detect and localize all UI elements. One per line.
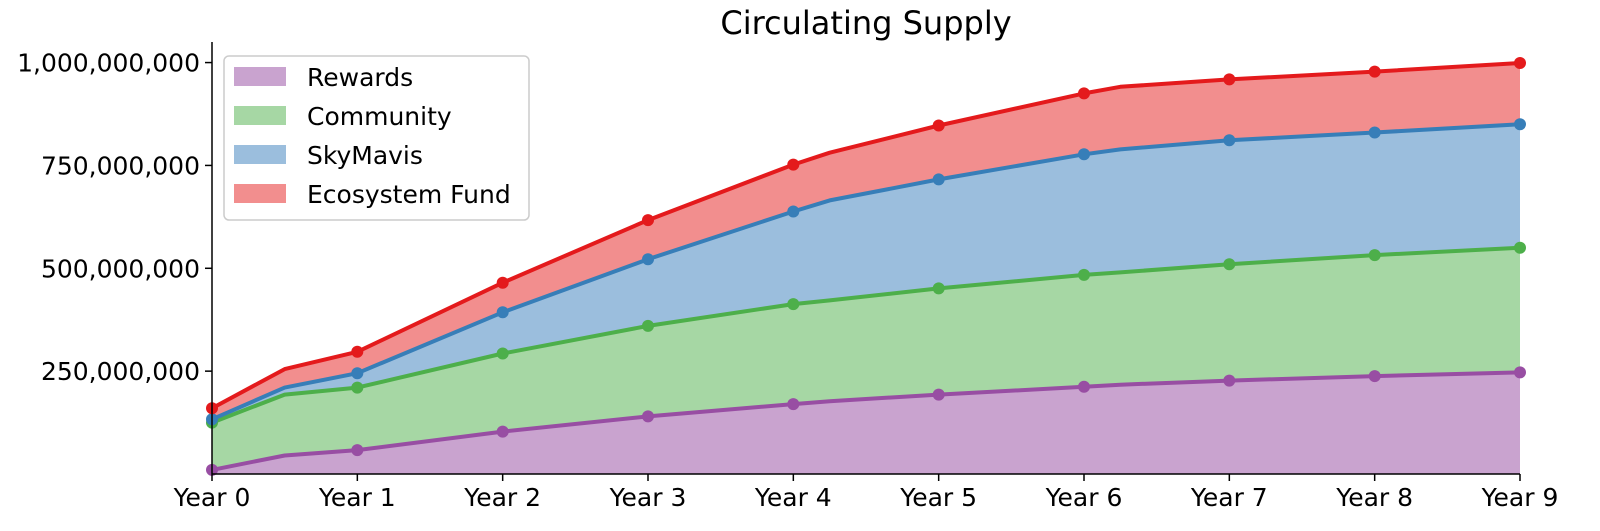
marker-skymavis-year-8 (1368, 126, 1381, 139)
marker-community-year-6 (1078, 268, 1090, 281)
area-skymavis (212, 124, 1520, 423)
marker-ecosystem-fund-year-6 (1078, 87, 1090, 100)
x-tick-label: Year 9 (1481, 483, 1559, 512)
marker-community-year-8 (1368, 249, 1381, 262)
marker-rewards-year-9 (1514, 366, 1526, 379)
marker-rewards-year-2 (496, 425, 509, 438)
x-tick-label: Year 6 (1045, 483, 1123, 512)
marker-ecosystem-fund-year-2 (496, 276, 509, 289)
marker-skymavis-year-6 (1078, 148, 1090, 161)
marker-community-year-2 (496, 347, 509, 360)
marker-rewards-year-1 (351, 444, 364, 457)
x-tick-label: Year 0 (173, 483, 251, 512)
area-rewards (212, 372, 1520, 474)
x-tick-label: Year 5 (899, 483, 977, 512)
marker-community-year-5 (932, 282, 945, 295)
legend: Rewards Community SkyMavis Ecosystem Fund (223, 55, 530, 221)
marker-skymavis-year-7 (1223, 134, 1236, 147)
marker-ecosystem-fund-year-9 (1514, 57, 1526, 69)
marker-community-year-3 (642, 319, 654, 332)
marker-skymavis-year-5 (932, 173, 945, 186)
marker-skymavis-year-4 (787, 205, 800, 218)
area-community (212, 247, 1520, 470)
y-tick-label: 250,000,000 (41, 357, 200, 386)
legend-box (223, 55, 530, 221)
x-tick-label: Year 4 (754, 483, 832, 512)
marker-rewards-year-8 (1368, 370, 1381, 383)
marker-skymavis-year-1 (351, 367, 364, 380)
x-tick-label: Year 1 (318, 483, 396, 512)
marker-ecosystem-fund-year-1 (351, 345, 364, 358)
legend-swatch-skymavis (234, 145, 286, 164)
marker-rewards-year-6 (1078, 380, 1090, 393)
marker-ecosystem-fund-year-3 (642, 214, 654, 227)
y-tick-label: 500,000,000 (41, 254, 200, 283)
x-tick-label: Year 3 (609, 483, 687, 512)
y-tick-label: 1,000,000,000 (17, 49, 200, 78)
marker-ecosystem-fund-year-8 (1368, 65, 1381, 78)
chart-title: Circulating Supply (720, 4, 1011, 42)
legend-swatch-rewards (234, 67, 286, 86)
legend-swatch-community (234, 106, 286, 125)
x-tick-label: Year 8 (1335, 483, 1413, 512)
legend-swatch-ecosystem-fund (234, 184, 286, 203)
series-markers (206, 57, 1526, 476)
legend-label-community: Community (307, 102, 452, 131)
marker-rewards-year-4 (787, 398, 800, 411)
marker-rewards-year-3 (642, 410, 654, 423)
marker-rewards-year-5 (932, 388, 945, 401)
area-layers (212, 63, 1520, 474)
marker-ecosystem-fund-year-4 (787, 158, 800, 171)
legend-label-skymavis: SkyMavis (307, 141, 423, 170)
marker-ecosystem-fund-year-5 (932, 119, 945, 132)
marker-ecosystem-fund-year-7 (1223, 73, 1236, 86)
marker-skymavis-year-3 (642, 253, 654, 266)
marker-skymavis-year-9 (1514, 118, 1526, 131)
legend-label-ecosystem-fund: Ecosystem Fund (307, 180, 511, 209)
x-tick-label: Year 7 (1190, 483, 1268, 512)
marker-community-year-1 (351, 381, 364, 394)
marker-rewards-year-7 (1223, 374, 1236, 387)
marker-community-year-9 (1514, 241, 1526, 254)
area-ecosystem-fund (212, 63, 1520, 420)
marker-community-year-4 (787, 298, 800, 311)
marker-skymavis-year-2 (496, 306, 509, 319)
marker-community-year-7 (1223, 258, 1236, 271)
y-tick-label: 750,000,000 (41, 151, 200, 180)
axes: 250,000,000 500,000,000 750,000,000 1,000,0… (17, 42, 1558, 512)
x-tick-label: Year 2 (463, 483, 541, 512)
legend-label-rewards: Rewards (307, 63, 413, 92)
